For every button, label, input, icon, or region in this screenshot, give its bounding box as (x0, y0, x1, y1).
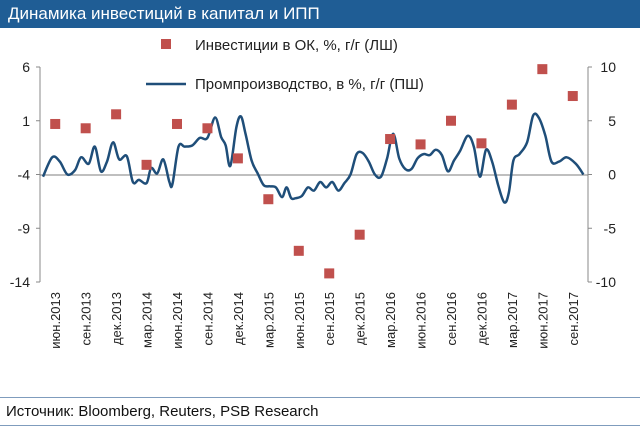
chart-area: 6 1 -4 -9 -14 10 5 0 -5 -10 июн.2013 сен.2013 дек.20… (10, 39, 617, 349)
investment-marker-13 (446, 115, 456, 126)
x-axis-label-9: сен.2015 (322, 292, 337, 345)
x-axis-label-17: сен.2017 (566, 292, 581, 345)
investment-marker-7 (263, 194, 274, 205)
investment-marker-12 (415, 139, 426, 150)
legend-label-investments: Инвестиции в ОК, %, г/г (ЛШ) (195, 37, 398, 54)
right-axis-tick-label-1: 5 (608, 113, 616, 129)
x-axis-label-8: июн.2015 (292, 292, 307, 349)
x-axis-label-12: июн.2016 (414, 292, 429, 349)
investment-marker-14 (476, 138, 487, 149)
x-axis-label-0: июн.2013 (48, 292, 63, 349)
right-axis-tick-label-4: -10 (596, 274, 616, 290)
industrial-production-line (41, 112, 585, 204)
left-axis-tick-label-0: 6 (22, 59, 30, 75)
investment-marker-9 (324, 268, 335, 279)
investment-marker-10 (354, 229, 365, 240)
footer-divider-bottom (0, 425, 640, 426)
left-axis-tick-label-1: 1 (22, 113, 30, 129)
x-axis-label-14: дек.2016 (474, 292, 489, 345)
left-axis-tick-label-4: -14 (10, 274, 30, 290)
x-axis-label-5: сен.2014 (200, 292, 215, 345)
x-axis-label-1: сен.2013 (79, 292, 94, 345)
chart-title: Динамика инвестиций в капитал и ИПП (0, 0, 640, 28)
investment-marker-15 (506, 99, 517, 110)
left-axis-tick-label-2: -4 (18, 167, 31, 183)
investment-marker-2 (111, 109, 122, 120)
investment-marker-17 (567, 91, 578, 102)
x-axis-label-4: июн.2014 (170, 292, 185, 349)
investment-marker-6 (232, 153, 243, 164)
investment-marker-0 (50, 118, 61, 129)
footer-divider-top (0, 397, 640, 398)
x-axis-label-11: мар.2016 (383, 292, 398, 348)
legend-label-industrial-production: Промпроизводство, в %, г/г (ПШ) (195, 76, 424, 93)
source-note: Источник: Bloomberg, Reuters, PSB Resear… (6, 403, 319, 420)
right-axis-tick-label-0: 10 (600, 59, 616, 75)
x-axis-label-16: июн.2017 (535, 292, 550, 349)
legend-marker-investments (161, 39, 171, 49)
x-axis-label-2: дек.2013 (109, 292, 124, 345)
x-axis-label-10: дек.2015 (353, 292, 368, 345)
investment-marker-1 (80, 123, 91, 134)
investment-marker-4 (172, 118, 182, 129)
x-axis-label-3: мар.2014 (140, 292, 155, 348)
x-axis-label-7: мар.2015 (261, 292, 276, 348)
x-axis-label-6: дек.2014 (231, 292, 246, 345)
investment-marker-11 (385, 134, 396, 145)
investment-marker-5 (202, 123, 213, 134)
x-axis-label-13: сен.2016 (444, 292, 459, 345)
right-axis-tick-label-3: -5 (604, 220, 617, 236)
investment-marker-3 (141, 159, 152, 170)
left-axis-tick-label-3: -9 (18, 220, 31, 236)
investment-marker-16 (537, 64, 548, 75)
investment-marker-8 (293, 245, 304, 256)
right-axis-tick-label-2: 0 (608, 167, 616, 183)
x-axis-label-15: мар.2017 (505, 292, 520, 348)
